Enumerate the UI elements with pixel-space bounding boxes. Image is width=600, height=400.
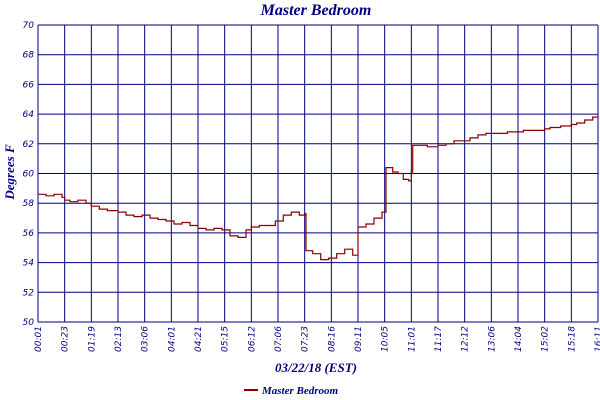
series-layer: [38, 114, 599, 261]
y-tick-label: 68: [23, 51, 35, 61]
x-tick-label: 06:12: [247, 326, 257, 352]
x-tick-label: 07:23: [301, 326, 311, 352]
x-tick-label: 05:15: [221, 326, 231, 352]
y-axis-title: Degrees F: [2, 144, 17, 201]
x-tick-label: 16:11: [594, 326, 600, 352]
y-tick-label: 56: [23, 229, 35, 239]
x-tick-label: 01:19: [87, 326, 97, 352]
x-tick-label: 03:06: [141, 326, 151, 352]
x-tick-label: 08:16: [327, 326, 337, 352]
x-tick-label: 09:11: [354, 326, 364, 352]
series-line-master-bedroom: [38, 114, 599, 261]
x-tick-label: 15:02: [541, 326, 551, 352]
x-tick-label: 02:13: [114, 326, 124, 352]
x-tick-label: 00:23: [61, 326, 71, 352]
x-tick-label: 13:06: [487, 326, 497, 352]
chart-grid: [37, 24, 599, 323]
y-tick-label: 60: [23, 170, 35, 180]
x-axis-title: 03/22/18 (EST): [275, 360, 357, 375]
y-tick-label: 62: [23, 140, 35, 150]
legend-label-master-bedroom: Master Bedroom: [261, 385, 339, 397]
x-tick-label: 00:01: [34, 326, 44, 352]
y-tick-label: 50: [23, 318, 35, 328]
y-tick-label: 54: [23, 259, 35, 269]
x-tick-label: 14:04: [514, 326, 524, 352]
x-axis-ticks: 00:01 00:23 01:19 02:13 03:06 04:01 04:21 05:15…: [34, 326, 600, 352]
y-axis-ticks: 50 52 54 56 58 60 62 64 66 68 70: [23, 21, 35, 328]
legend: Master Bedroom: [244, 385, 339, 397]
x-tick-label: 04:01: [167, 326, 177, 352]
y-tick-label: 70: [23, 21, 35, 31]
x-tick-label: 12:12: [461, 326, 471, 352]
x-tick-label: 15:18: [567, 326, 577, 352]
x-tick-label: 07:06: [274, 326, 284, 352]
y-tick-label: 64: [23, 110, 35, 120]
x-tick-label: 11:17: [434, 326, 444, 352]
x-tick-label: 10:05: [381, 326, 391, 352]
x-tick-label: 04:21: [194, 326, 204, 352]
y-tick-label: 52: [23, 288, 35, 298]
y-tick-label: 66: [23, 80, 35, 90]
x-tick-label: 11:01: [407, 326, 417, 352]
y-tick-label: 58: [23, 199, 35, 209]
chart-title: Master Bedroom: [260, 2, 372, 19]
